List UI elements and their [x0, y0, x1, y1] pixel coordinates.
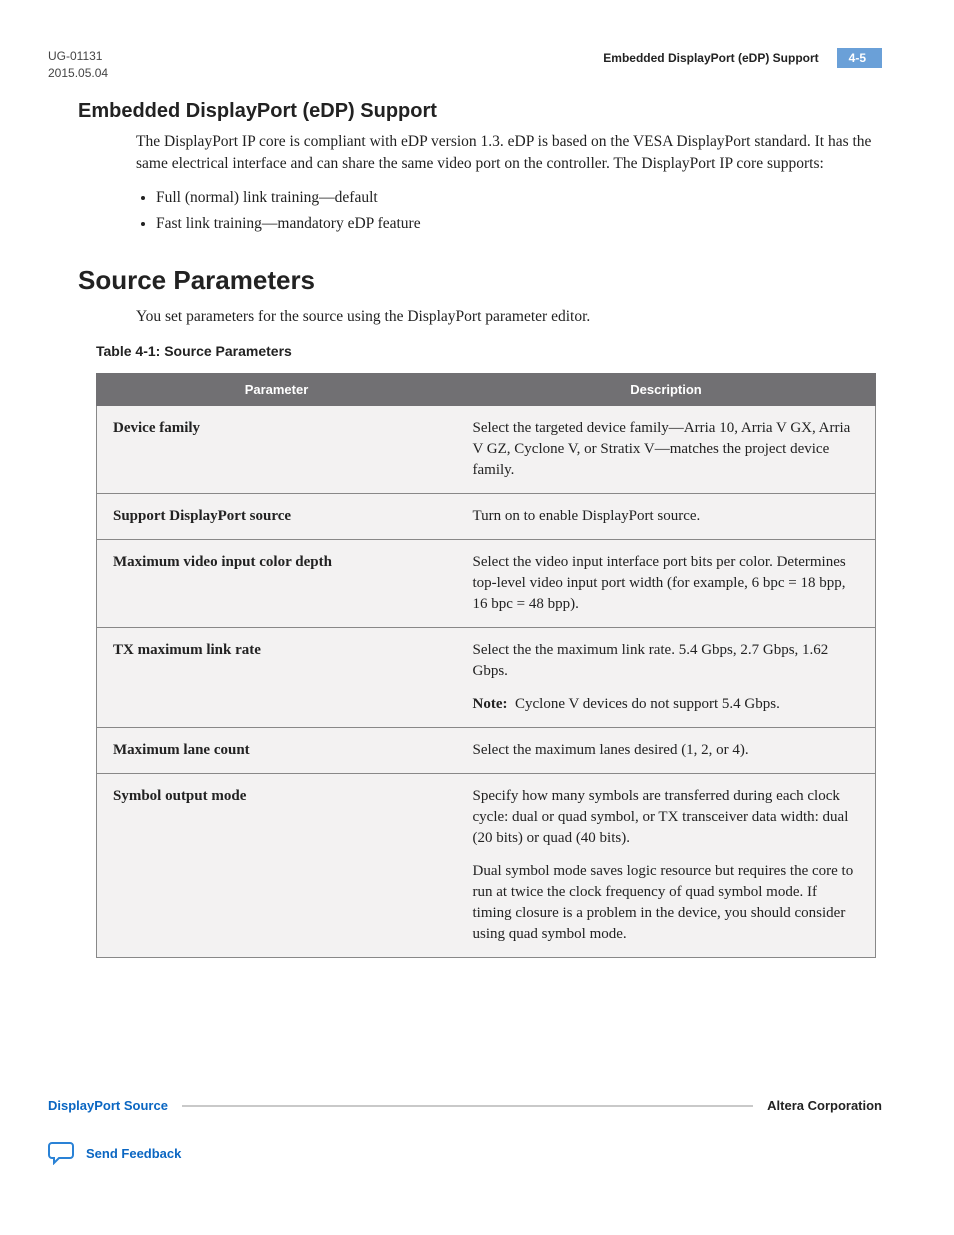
source-parameters-table: Parameter Description Device family Sele… [96, 373, 876, 958]
source-params-intro: You set parameters for the source using … [136, 306, 876, 328]
desc-cell: Select the maximum lanes desired (1, 2, … [457, 727, 876, 773]
doc-id: UG-01131 [48, 48, 108, 65]
param-cell: Device family [97, 405, 457, 493]
desc-cell: Select the video input interface port bi… [457, 539, 876, 627]
edp-heading: Embedded DisplayPort (eDP) Support [78, 100, 882, 123]
page-header: UG-01131 2015.05.04 Embedded DisplayPort… [48, 48, 882, 82]
list-item: Full (normal) link training—default [156, 186, 882, 211]
page-number-badge: 4-5 [837, 48, 882, 68]
table-row: Symbol output mode Specify how many symb… [97, 773, 876, 957]
page-footer: DisplayPort Source Altera Corporation Se… [48, 1098, 882, 1165]
note-block: Note: Cyclone V devices do not support 5… [473, 694, 860, 715]
param-cell: Support DisplayPort source [97, 493, 457, 539]
footer-left-link[interactable]: DisplayPort Source [48, 1098, 168, 1113]
list-item: Fast link training—mandatory eDP feature [156, 212, 882, 237]
param-cell: Symbol output mode [97, 773, 457, 957]
desc-text: Specify how many symbols are transferred… [473, 786, 860, 849]
table-caption: Table 4-1: Source Parameters [96, 343, 882, 359]
desc-text: Select the the maximum link rate. 5.4 Gb… [473, 642, 829, 679]
param-cell: TX maximum link rate [97, 627, 457, 727]
table-row: Maximum lane count Select the maximum la… [97, 727, 876, 773]
edp-bullet-list: Full (normal) link training—default Fast… [156, 186, 882, 238]
desc-cell: Select the targeted device family—Arria … [457, 405, 876, 493]
col-header-description: Description [457, 373, 876, 405]
table-header-row: Parameter Description [97, 373, 876, 405]
source-params-heading: Source Parameters [78, 265, 882, 296]
send-feedback-link[interactable]: Send Feedback [86, 1146, 181, 1161]
footer-corp: Altera Corporation [767, 1098, 882, 1113]
desc-cell: Specify how many symbols are transferred… [457, 773, 876, 957]
param-cell: Maximum video input color depth [97, 539, 457, 627]
edp-paragraph: The DisplayPort IP core is compliant wit… [136, 131, 876, 176]
note-text: Cyclone V devices do not support 5.4 Gbp… [515, 696, 780, 712]
table-row: Device family Select the targeted device… [97, 405, 876, 493]
doc-date: 2015.05.04 [48, 65, 108, 82]
footer-line: DisplayPort Source Altera Corporation [48, 1098, 882, 1113]
footer-rule [182, 1105, 753, 1107]
desc-cell: Turn on to enable DisplayPort source. [457, 493, 876, 539]
param-cell: Maximum lane count [97, 727, 457, 773]
table-row: Support DisplayPort source Turn on to en… [97, 493, 876, 539]
header-left: UG-01131 2015.05.04 [48, 48, 108, 82]
header-right: Embedded DisplayPort (eDP) Support 4-5 [603, 48, 882, 68]
running-title: Embedded DisplayPort (eDP) Support [603, 51, 836, 65]
note-label: Note: [473, 696, 508, 712]
table-row: TX maximum link rate Select the the maxi… [97, 627, 876, 727]
desc-text-2: Dual symbol mode saves logic resource bu… [473, 861, 860, 945]
table-row: Maximum video input color depth Select t… [97, 539, 876, 627]
desc-cell: Select the the maximum link rate. 5.4 Gb… [457, 627, 876, 727]
feedback-row[interactable]: Send Feedback [48, 1141, 882, 1165]
col-header-parameter: Parameter [97, 373, 457, 405]
speech-bubble-icon [48, 1141, 76, 1165]
